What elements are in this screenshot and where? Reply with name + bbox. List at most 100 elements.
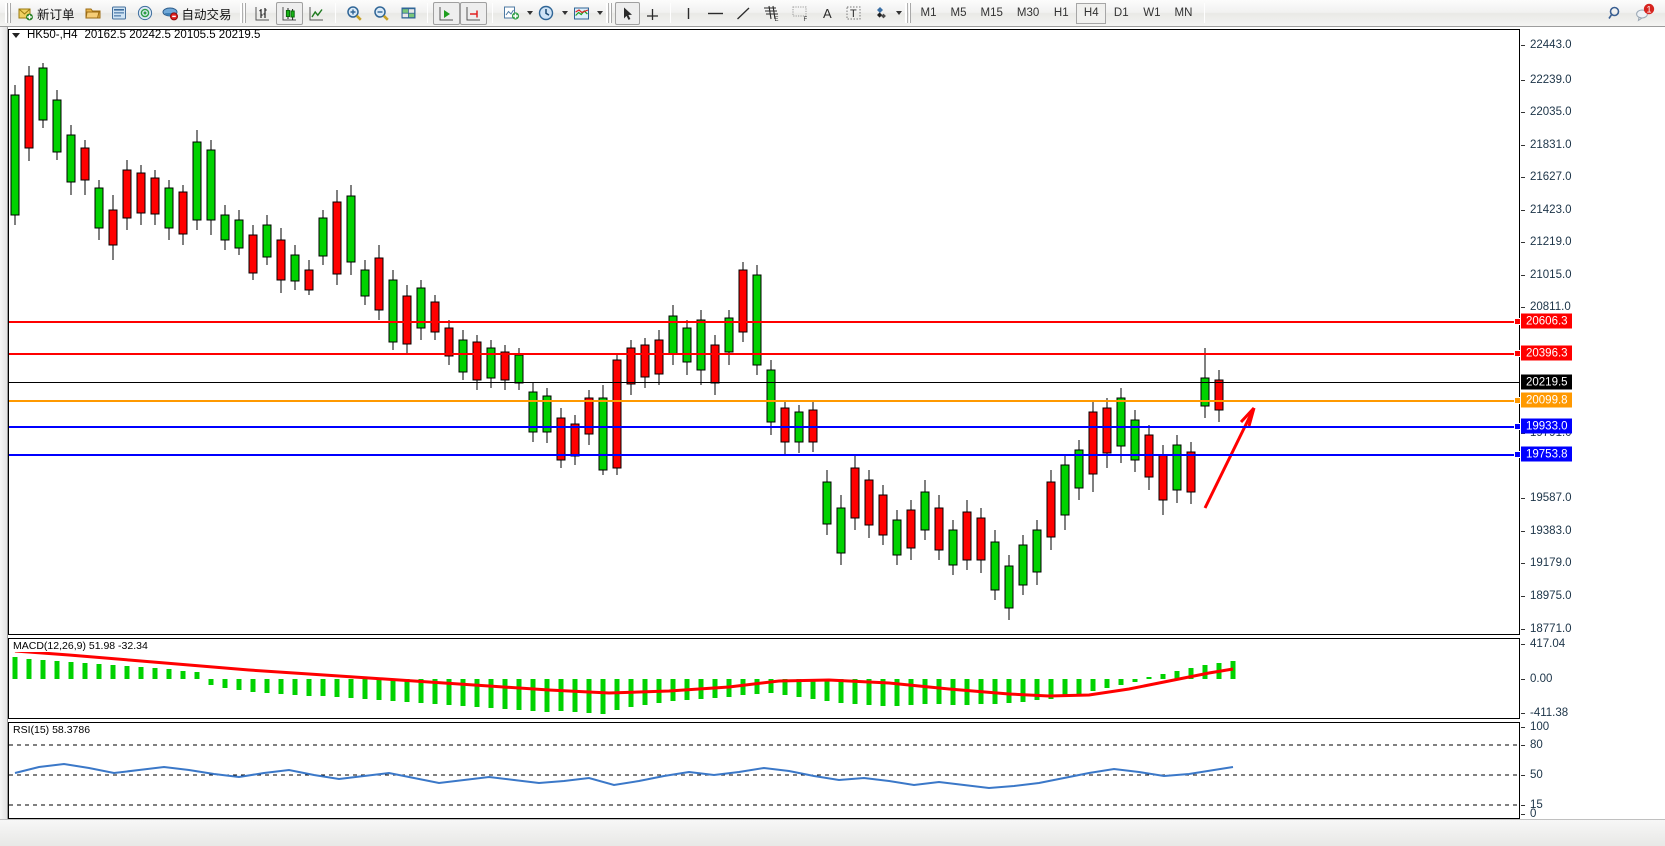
chart-area[interactable]: HK50-,H4 20162.5 20242.5 20105.5 20219.5 (0, 27, 1665, 846)
candlestick-chart-button[interactable] (275, 1, 303, 25)
search-button[interactable] (1602, 2, 1629, 25)
rsi-tick: 15 (1521, 799, 1543, 811)
price-tag-resistance-1[interactable]: 20606.3 (1514, 313, 1572, 329)
text-box-icon: T (846, 6, 861, 20)
price-tag-support-2[interactable]: 19753.8 (1514, 446, 1572, 462)
text-label-button[interactable]: A (815, 2, 840, 25)
timeframe-mn-label: MN (1174, 7, 1193, 19)
price-pane[interactable] (8, 29, 1520, 635)
level-handle-icon[interactable] (1514, 450, 1521, 458)
zoom-out-button[interactable] (368, 2, 395, 25)
level-line-support-1[interactable] (9, 426, 1519, 428)
channel-button[interactable]: F (786, 2, 815, 25)
level-handle-icon[interactable] (1514, 396, 1521, 404)
chevron-down-icon[interactable] (12, 32, 20, 38)
timeframe-w1[interactable]: W1 (1136, 3, 1167, 24)
macd-signal-line (14, 649, 1234, 698)
navigator-button[interactable] (132, 2, 158, 25)
toolbar-grip[interactable] (5, 3, 11, 23)
rsi-indicator-label[interactable]: RSI(15) 58.3786 (11, 724, 93, 736)
macd-tick: 417.04 (1521, 638, 1565, 650)
auto-scroll-button[interactable] (432, 1, 460, 25)
timeframe-m5[interactable]: M5 (944, 3, 974, 24)
macd-tick: -411.38 (1521, 707, 1568, 719)
chart-symbol-header: HK50-,H4 20162.5 20242.5 20105.5 20219.5 (8, 27, 260, 43)
cursor-tool-button[interactable] (614, 1, 640, 25)
notifications-button[interactable]: 1 (1629, 2, 1659, 25)
text-box-button[interactable]: T (840, 2, 867, 25)
expert-advisor-icon (162, 7, 178, 21)
rsi-tick: 80 (1521, 739, 1543, 751)
zoom-in-icon (346, 5, 362, 21)
indicators-dropdown-caret[interactable] (526, 11, 533, 15)
horizontal-line-button[interactable] (701, 2, 730, 25)
shapes-button[interactable] (867, 2, 894, 25)
crosshair-tool-button[interactable] (640, 2, 665, 25)
fibonacci-button[interactable]: E (757, 2, 786, 25)
chart-shift-button[interactable] (459, 1, 487, 25)
rsi-tick: 100 (1521, 721, 1549, 733)
auto-trading-button[interactable]: 自动交易 (158, 2, 237, 25)
notification-count: 1 (1646, 5, 1651, 15)
bar-chart-button[interactable] (249, 2, 276, 25)
rsi-axis[interactable]: 100 80 50 15 0 (1521, 721, 1665, 820)
timeframe-h1[interactable]: H1 (1046, 3, 1076, 24)
templates-button[interactable] (568, 2, 595, 25)
market-watch-button[interactable] (80, 2, 106, 25)
timeframe-m30[interactable]: M30 (1010, 3, 1046, 24)
toolbar-grip-4[interactable] (904, 3, 911, 23)
price-tag-resistance-2[interactable]: 20396.3 (1514, 345, 1572, 361)
svg-text:E: E (774, 17, 778, 22)
shapes-dropdown-caret[interactable] (895, 11, 902, 15)
data-window-button[interactable] (106, 2, 132, 25)
timeframe-d1[interactable]: D1 (1106, 3, 1136, 24)
level-line-resistance-2[interactable] (9, 353, 1519, 355)
new-order-button[interactable]: 新订单 (14, 2, 80, 25)
indicators-icon (503, 6, 519, 20)
price-tick: 21831.0 (1521, 139, 1572, 151)
periods-dropdown-caret[interactable] (561, 11, 568, 15)
templates-icon (573, 7, 589, 19)
level-line-entry[interactable] (9, 400, 1519, 402)
price-tick: 19383.0 (1521, 525, 1572, 537)
new-order-icon (18, 8, 33, 20)
level-line-support-2[interactable] (9, 454, 1519, 456)
price-tag-support-1[interactable]: 19933.0 (1514, 418, 1572, 434)
timeframe-m1-label: M1 (920, 7, 937, 19)
periods-button[interactable] (533, 2, 560, 25)
toolbar-grip-2[interactable] (239, 3, 246, 23)
chart-left-rail (0, 27, 8, 819)
price-axis[interactable]: 22443.0 22239.0 22035.0 21831.0 21627.0 … (1514, 29, 1665, 635)
timeframe-m1[interactable]: M1 (914, 3, 944, 24)
price-tick: 20811.0 (1521, 301, 1571, 313)
level-handle-icon[interactable] (1514, 317, 1521, 325)
timeframe-h1-label: H1 (1053, 7, 1069, 19)
candlestick-series (10, 63, 1256, 620)
level-line-resistance-1[interactable] (9, 321, 1519, 323)
templates-dropdown-caret[interactable] (596, 11, 603, 15)
level-handle-icon[interactable] (1514, 349, 1521, 357)
timeframe-m15[interactable]: M15 (974, 3, 1010, 24)
macd-indicator-label[interactable]: MACD(12,26,9) 51.98 -32.34 (11, 640, 150, 652)
zoom-in-button[interactable] (341, 2, 368, 25)
zoom-out-icon (373, 5, 389, 21)
toolbar-separator-3 (491, 3, 493, 23)
toolbar-grip-3[interactable] (605, 3, 612, 23)
macd-axis[interactable]: 417.04 0.00 -411.38 (1521, 638, 1665, 719)
channel-icon: F (792, 6, 807, 22)
price-tick: 22035.0 (1521, 106, 1572, 118)
level-handle-icon[interactable] (1514, 422, 1521, 430)
indicators-button[interactable] (498, 2, 525, 25)
rsi-pane[interactable]: RSI(15) 58.3786 (8, 722, 1520, 819)
price-tag-entry[interactable]: 20099.8 (1514, 392, 1572, 408)
timeframe-h4[interactable]: H4 (1076, 2, 1107, 24)
timeframe-mn[interactable]: MN (1168, 3, 1200, 24)
macd-pane[interactable]: MACD(12,26,9) 51.98 -32.34 (8, 638, 1520, 719)
rsi-line (14, 762, 1234, 790)
tile-windows-button[interactable] (395, 2, 422, 25)
price-tick: 18771.0 (1521, 623, 1572, 635)
vertical-line-button[interactable] (676, 2, 701, 25)
trendline-button[interactable] (730, 2, 757, 25)
periods-icon (538, 5, 553, 20)
line-chart-button[interactable] (303, 2, 330, 25)
